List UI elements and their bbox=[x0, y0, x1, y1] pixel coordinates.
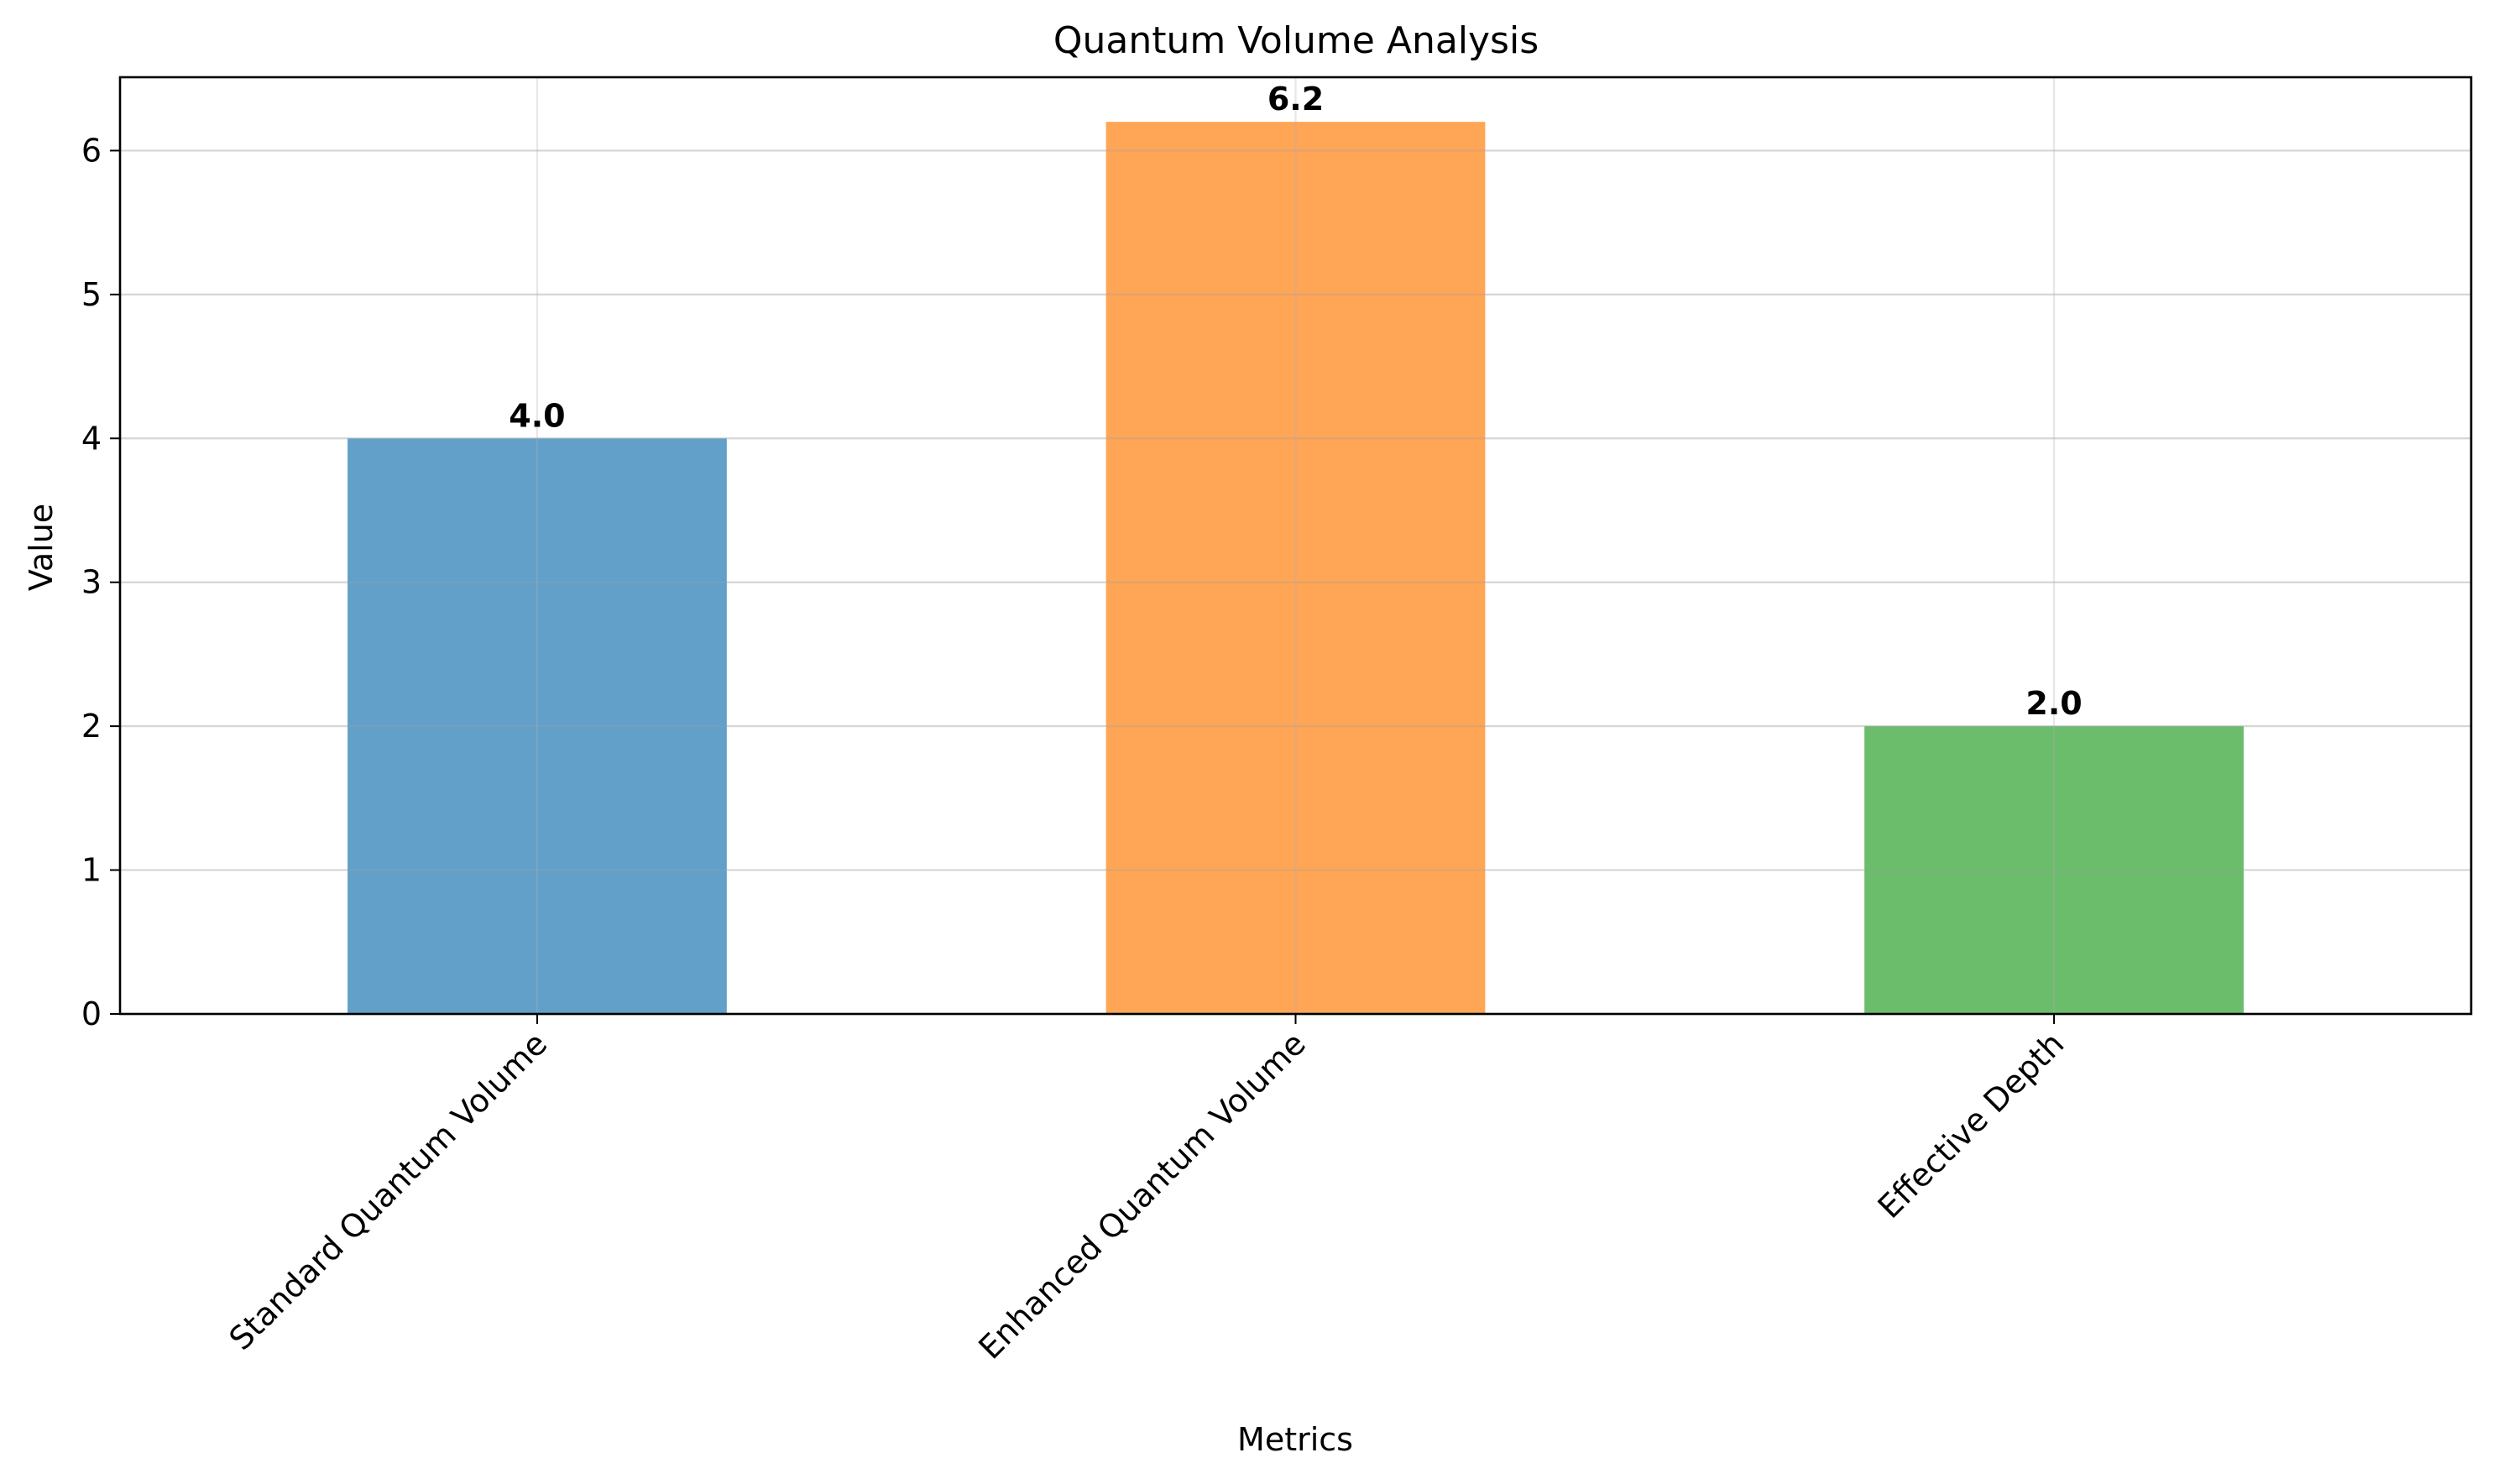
bar-data-label: 2.0 bbox=[2025, 685, 2082, 722]
y-tick-label: 4 bbox=[81, 420, 102, 457]
y-axis-label: Value bbox=[23, 504, 60, 591]
bar-data-label: 6.2 bbox=[1267, 81, 1324, 118]
y-tick-label: 3 bbox=[81, 564, 102, 601]
x-axis-label: Metrics bbox=[1237, 1421, 1353, 1458]
y-axis-ticks: 0 1 2 3 4 5 6 bbox=[81, 132, 120, 1032]
bar bbox=[1105, 122, 1486, 1015]
y-tick-label: 0 bbox=[81, 995, 102, 1032]
y-tick-label: 5 bbox=[81, 276, 102, 313]
data-labels: 4.0 6.2 2.0 bbox=[509, 81, 2082, 722]
y-tick-label: 2 bbox=[81, 708, 102, 745]
bar-data-label: 4.0 bbox=[509, 397, 565, 434]
chart-title: Quantum Volume Analysis bbox=[1053, 19, 1539, 62]
bar bbox=[1864, 726, 2244, 1014]
y-tick-label: 1 bbox=[81, 852, 102, 889]
y-tick-label: 6 bbox=[81, 132, 102, 169]
bars bbox=[348, 122, 2244, 1015]
x-gridlines-over bbox=[536, 77, 2056, 1014]
bar bbox=[348, 438, 727, 1014]
